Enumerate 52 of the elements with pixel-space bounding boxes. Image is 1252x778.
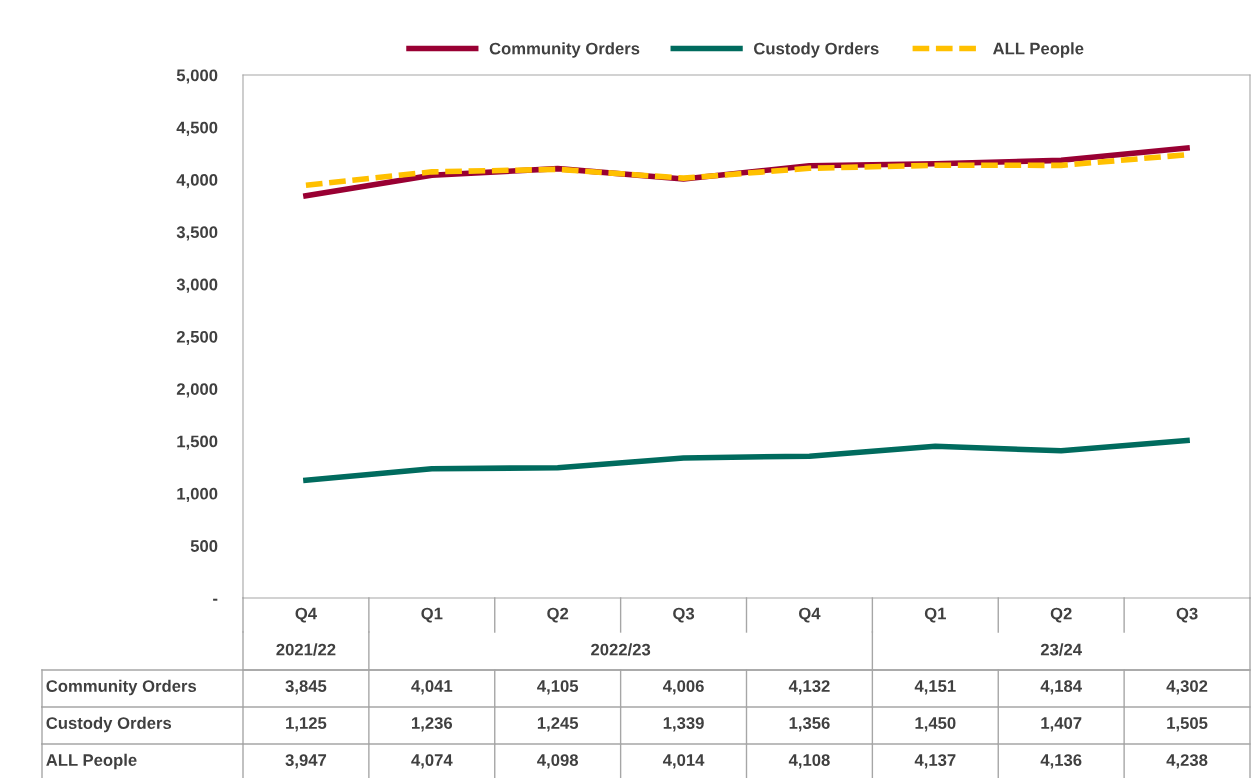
data-label: 1,236 xyxy=(412,717,453,732)
text: ALL People xyxy=(46,753,137,770)
y-tick-label: 3,500 xyxy=(176,226,218,241)
y-tick-label: 4,500 xyxy=(176,121,218,136)
data-label: 4,108 xyxy=(788,754,830,769)
y-tick-label: 5,000 xyxy=(176,69,218,84)
data-label: 1,505 xyxy=(1167,717,1208,732)
y-tick-label: 2,500 xyxy=(176,330,218,346)
y-tick-label: 500 xyxy=(190,540,218,552)
y-tick-label: - xyxy=(213,598,218,601)
data-label: 4,132 xyxy=(788,680,830,695)
x-tick-label: Q4 xyxy=(295,607,317,623)
data-label: 1,125 xyxy=(286,717,327,732)
legend-label: Community Orders xyxy=(489,42,640,58)
x-tick-label: Q3 xyxy=(673,607,695,623)
text: Custody Orders xyxy=(46,716,172,733)
legend-label: ALL People xyxy=(993,42,1084,58)
data-label: 4,006 xyxy=(662,680,704,695)
y-tick-label: 4,000 xyxy=(176,174,218,189)
text: 23/24 xyxy=(1040,643,1082,656)
text: 2022/23 xyxy=(591,643,651,656)
data-label: 4,137 xyxy=(914,754,956,769)
data-label: 1,450 xyxy=(915,717,956,732)
data-label: 4,238 xyxy=(1166,754,1208,769)
data-label: 4,105 xyxy=(537,680,579,695)
text: 2021/22 xyxy=(276,643,336,656)
data-label: 4,302 xyxy=(1166,680,1208,695)
x-tick-label: Q3 xyxy=(1176,607,1198,623)
data-label: 4,041 xyxy=(411,680,453,695)
x-tick-label: Q2 xyxy=(547,607,569,623)
data-label: 4,098 xyxy=(537,754,579,769)
x-tick-label: Q2 xyxy=(1050,607,1072,623)
data-label: 4,074 xyxy=(411,754,453,769)
y-tick-label: 2,000 xyxy=(176,383,218,398)
data-label: 3,845 xyxy=(285,680,327,695)
y-tick-label: 1,500 xyxy=(177,435,218,450)
y-tick-label: 3,000 xyxy=(176,278,218,293)
text: Community Orders xyxy=(46,679,197,696)
y-tick-label: 1,000 xyxy=(177,487,218,503)
data-label: 3,947 xyxy=(285,754,327,769)
x-tick-label: Q4 xyxy=(799,607,821,623)
data-label: 1,339 xyxy=(663,717,704,732)
data-label: 1,407 xyxy=(1041,717,1082,732)
data-label: 4,184 xyxy=(1040,680,1082,695)
legend-label: Custody Orders xyxy=(754,42,879,58)
data-label: 1,356 xyxy=(789,717,830,732)
data-label: 4,151 xyxy=(914,680,956,695)
data-label: 4,014 xyxy=(662,754,705,769)
x-tick-label: Q1 xyxy=(924,607,946,623)
data-label: 1,245 xyxy=(537,717,579,732)
x-tick-label: Q1 xyxy=(421,607,443,623)
data-label: 4,136 xyxy=(1040,754,1082,769)
